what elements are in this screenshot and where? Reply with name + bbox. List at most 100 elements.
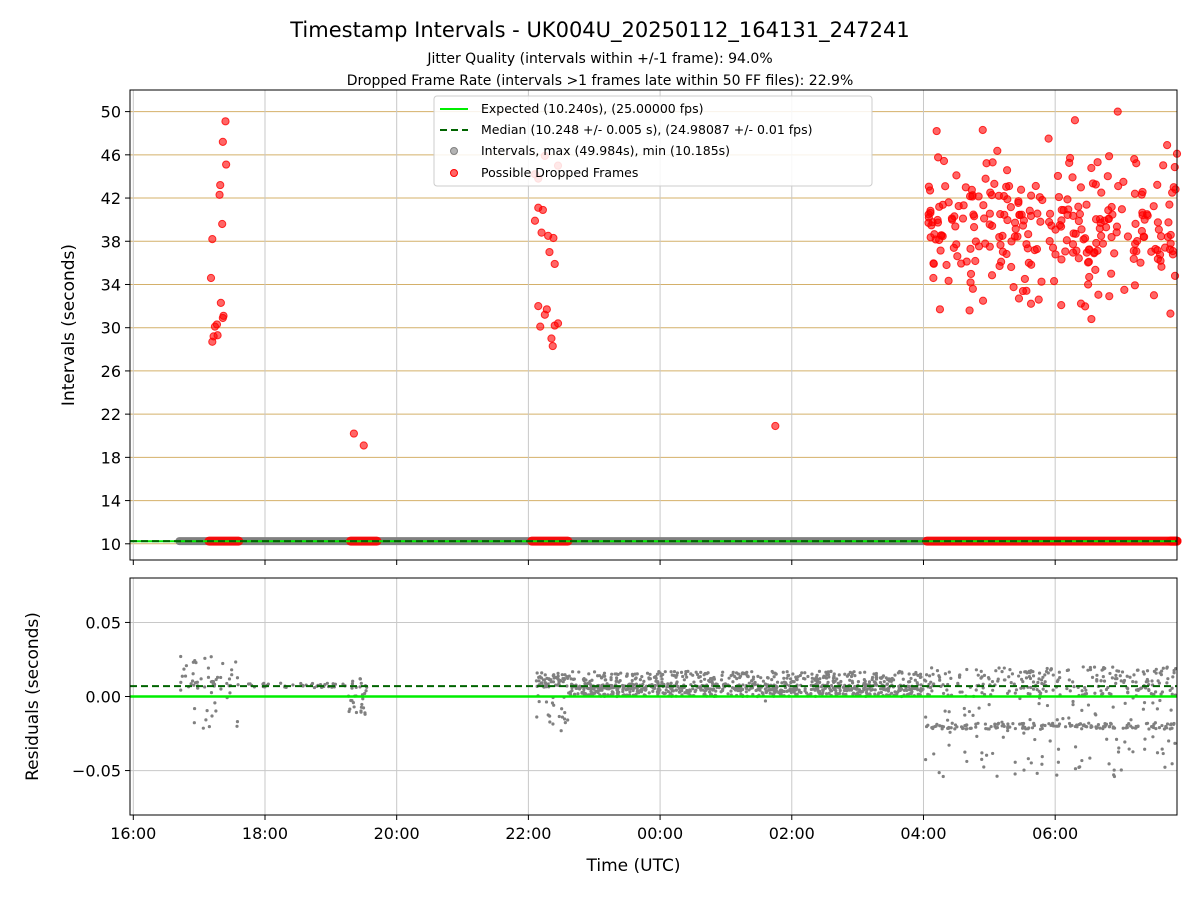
residual-point: [924, 757, 928, 762]
residual-point: [756, 674, 760, 678]
residual-point: [1019, 677, 1024, 682]
dropped-point-46: [965, 306, 974, 315]
residual-point: [1032, 723, 1037, 728]
residual-point: [889, 691, 894, 695]
dropped-cluster-point: [1123, 232, 1133, 241]
residual-point: [675, 673, 679, 677]
residual-point: [925, 673, 929, 677]
dropped-cluster-point: [993, 146, 1002, 155]
residual-point: [195, 680, 199, 684]
residual-point: [714, 689, 718, 693]
residual-point: [1051, 688, 1055, 692]
residual-point: [1157, 726, 1162, 730]
residual-point: [235, 720, 240, 724]
residual-point: [1099, 679, 1103, 683]
residual-point: [884, 676, 888, 680]
time-xtick-label: 02:00: [769, 824, 815, 843]
residual-point: [898, 669, 902, 674]
residual-point: [614, 678, 619, 683]
residuals-points: [179, 654, 1178, 779]
residual-point: [929, 680, 933, 684]
intervals-ytick-label: 38: [101, 232, 121, 251]
residual-point: [557, 714, 561, 719]
residual-point: [865, 687, 869, 692]
dropped-point-40: [932, 126, 941, 136]
residual-point: [212, 682, 216, 686]
dropped-cluster-point: [1153, 218, 1162, 227]
dropped-cluster-point: [1163, 232, 1173, 242]
residual-point: [312, 685, 317, 690]
residual-point: [592, 670, 597, 674]
dropped-cluster-point: [1112, 228, 1121, 237]
residual-point: [1147, 687, 1151, 692]
dropped-cluster-point: [1137, 190, 1146, 199]
residual-point: [1071, 680, 1075, 684]
residuals-ytick-label: −0.05: [72, 762, 121, 781]
residual-point: [552, 673, 556, 677]
residual-point: [1090, 675, 1095, 679]
residual-point: [879, 690, 884, 695]
dropped-cluster-point: [1002, 182, 1011, 191]
residual-point: [1158, 671, 1162, 675]
residual-point: [1152, 692, 1156, 696]
residual-point: [1068, 724, 1073, 728]
dropped-cluster-point: [1038, 195, 1047, 205]
residual-point: [1144, 686, 1148, 690]
residual-point: [1106, 685, 1110, 690]
residual-point: [792, 690, 796, 694]
residual-point: [1013, 772, 1017, 776]
residual-point: [759, 676, 763, 680]
residual-point: [1099, 689, 1103, 693]
residual-point: [1010, 672, 1015, 676]
residual-point: [1080, 758, 1084, 763]
residual-point: [820, 692, 824, 696]
dropped-cluster-point: [1093, 158, 1102, 167]
dropped-cluster-point: [1153, 180, 1162, 190]
residual-point: [248, 682, 252, 686]
residual-point: [1093, 691, 1097, 695]
dropped-cluster-point: [1085, 272, 1094, 282]
residual-point: [666, 690, 670, 694]
dropped-cluster-point: [1171, 185, 1180, 194]
residual-notable-point-3: [941, 774, 945, 779]
dropped-cluster-point: [1009, 283, 1018, 292]
residual-point: [1098, 726, 1102, 730]
residual-point: [210, 679, 214, 684]
dropped-cluster-point: [1132, 159, 1141, 168]
legend-intervals-label: Intervals, max (49.984s), min (10.185s): [481, 143, 730, 158]
residual-point: [851, 691, 856, 695]
residual-point: [657, 686, 661, 690]
residual-point: [1000, 720, 1004, 724]
dropped-cluster-point: [1131, 219, 1140, 228]
residual-point: [1014, 688, 1019, 692]
residual-point: [1007, 689, 1011, 693]
residual-point: [751, 677, 755, 681]
residual-point: [560, 715, 565, 719]
residual-point: [633, 677, 637, 681]
residual-point: [771, 671, 775, 675]
residual-point: [816, 687, 820, 691]
residual-point: [829, 689, 833, 693]
residual-point: [640, 687, 644, 691]
residual-point: [1013, 760, 1017, 764]
residual-point: [1170, 692, 1174, 696]
dropped-cluster-point: [1153, 254, 1163, 264]
residual-point: [874, 681, 878, 686]
residual-point: [1169, 723, 1173, 727]
residual-point: [798, 673, 802, 678]
residual-point: [236, 683, 240, 687]
residual-point: [729, 689, 733, 693]
residual-point: [1027, 675, 1031, 679]
residual-point: [561, 680, 565, 684]
dropped-cluster-point: [1114, 182, 1123, 191]
dropped-cluster-point: [1076, 183, 1085, 192]
residual-point: [909, 692, 913, 696]
dropped-cluster-point: [1014, 198, 1023, 207]
residual-point: [1142, 701, 1147, 705]
residual-point: [1114, 681, 1118, 685]
dropped-point-18: [530, 216, 540, 225]
residual-point: [994, 669, 998, 673]
residual-point: [551, 680, 556, 684]
residual-point: [1132, 673, 1136, 677]
residual-point: [1154, 690, 1158, 694]
